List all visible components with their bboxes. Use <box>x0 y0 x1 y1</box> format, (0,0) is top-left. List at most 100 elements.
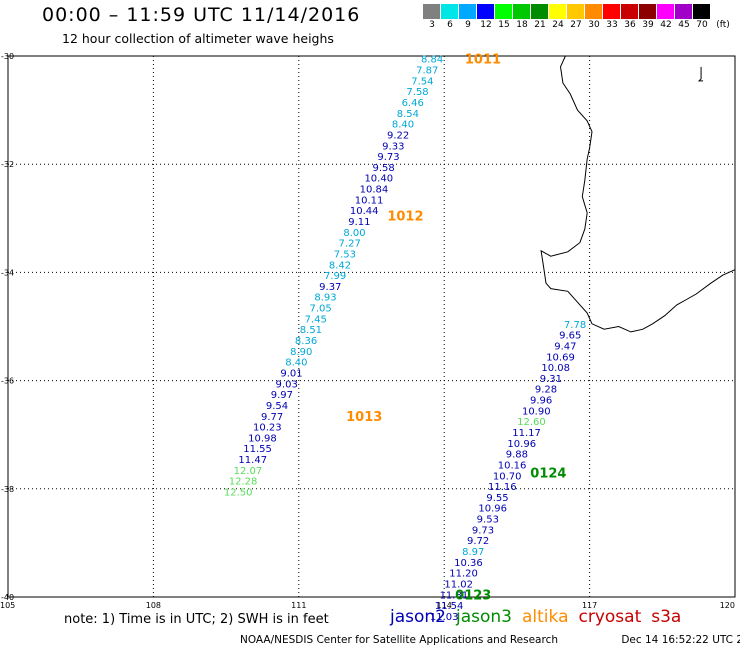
footer: NOAA/NESDIS Center for Satellite Applica… <box>240 634 740 646</box>
wave-height-label: 11.20 <box>449 569 478 580</box>
wave-height-label: 9.72 <box>467 536 489 547</box>
wave-height-label: 6.46 <box>402 98 424 109</box>
wave-height-label: 9.03 <box>276 379 298 390</box>
wave-height-label: 10.90 <box>522 406 551 417</box>
footer-credit: NOAA/NESDIS Center for Satellite Applica… <box>240 634 558 646</box>
legend-label: 15 <box>498 20 510 30</box>
legend-swatch <box>567 4 585 19</box>
wave-height-label: 7.99 <box>324 271 346 282</box>
satellite-legend-item: jason3 <box>456 607 512 627</box>
wave-height-label: 8.54 <box>397 109 419 120</box>
island-mark <box>697 66 704 82</box>
wave-height-label: 11.17 <box>512 428 541 439</box>
lon-tick-label: 111 <box>291 601 306 610</box>
wave-height-label: 9.37 <box>319 282 341 293</box>
map-frame <box>7 55 736 598</box>
legend-swatch <box>441 4 459 19</box>
lon-tick-label: 105 <box>0 601 15 610</box>
wave-height-label: 10.96 <box>478 504 507 515</box>
lat-tick-label: -32 <box>1 160 14 169</box>
wave-height-label: 12.28 <box>229 477 258 488</box>
wave-height-label: 12.50 <box>224 488 253 499</box>
wave-height-label: 9.55 <box>486 493 508 504</box>
wave-height-label: 10.96 <box>507 439 536 450</box>
legend-swatch <box>531 4 549 19</box>
legend-label: 27 <box>570 20 582 30</box>
legend-swatch <box>513 4 531 19</box>
note-text: note: 1) Time is in UTC; 2) SWH is in fe… <box>64 612 329 627</box>
wave-height-label: 9.97 <box>271 390 293 401</box>
legend-labels: 3 6 9 12 15 18 21 24 27 30 33 36 39 42 45 70 (ft) <box>423 19 735 31</box>
wave-height-label: 10.11 <box>355 195 384 206</box>
legend-label: 45 <box>678 20 690 30</box>
pass-time-label: 1012 <box>387 210 423 225</box>
wave-height-label: 7.78 <box>564 320 586 331</box>
wave-height-label: 11.55 <box>243 444 272 455</box>
satellite-legend: jason2 jason3 altika cryosat s3a <box>390 607 691 627</box>
wave-height-label: 10.08 <box>541 363 570 374</box>
lat-tick-label: -30 <box>1 52 14 61</box>
wave-height-label: 10.69 <box>546 352 575 363</box>
wave-height-label: 8.97 <box>462 547 484 558</box>
wave-height-label: 10.84 <box>360 185 389 196</box>
lon-tick-label: 114 <box>437 601 452 610</box>
coastline <box>540 55 736 333</box>
wave-height-label: 11.47 <box>238 455 267 466</box>
wave-height-label: 8.90 <box>290 347 312 358</box>
lon-tick-label: 117 <box>582 601 597 610</box>
legend-swatch <box>603 4 621 19</box>
legend-unit: (ft) <box>716 20 730 30</box>
legend-label: 24 <box>552 20 564 30</box>
legend-label: 70 <box>696 20 708 30</box>
pass-time-label: 1013 <box>346 410 382 425</box>
legend-swatch <box>585 4 603 19</box>
legend-label: 39 <box>642 20 654 30</box>
wave-height-label: 12.07 <box>234 466 263 477</box>
wave-height-label: 11.16 <box>488 482 517 493</box>
legend-swatch <box>657 4 675 19</box>
wave-height-label: 8.93 <box>314 293 336 304</box>
wave-height-label: 10.98 <box>248 433 277 444</box>
wave-height-label: 9.58 <box>372 163 394 174</box>
wave-height-label: 8.40 <box>285 358 307 369</box>
legend-label: 9 <box>465 20 471 30</box>
legend-swatch <box>423 4 441 19</box>
legend-label: 21 <box>534 20 546 30</box>
wave-height-label: 7.45 <box>305 314 327 325</box>
legend-swatch <box>549 4 567 19</box>
wave-height-label: 10.23 <box>253 423 282 434</box>
page-subtitle: 12 hour collection of altimeter wave hei… <box>62 31 334 46</box>
wave-height-label: 11.81 <box>440 590 469 601</box>
legend-swatch <box>495 4 513 19</box>
wave-height-label: 9.47 <box>554 341 576 352</box>
wave-height-label: 7.53 <box>334 249 356 260</box>
wave-height-label: 7.27 <box>339 239 361 250</box>
wave-height-label: 10.16 <box>498 460 527 471</box>
wave-height-label: 9.73 <box>377 152 399 163</box>
wave-height-label: 9.01 <box>280 368 302 379</box>
legend-label: 42 <box>660 20 672 30</box>
lat-tick-label: -34 <box>1 268 14 277</box>
wave-height-label: 9.11 <box>348 217 370 228</box>
wave-height-label: 9.65 <box>559 331 581 342</box>
wave-height-label: 10.36 <box>454 558 483 569</box>
wave-height-label: 8.00 <box>343 228 365 239</box>
satellite-legend-item: altika <box>522 607 569 627</box>
pass-time-label: 0124 <box>530 467 566 482</box>
satellite-legend-item: jason2 <box>390 607 446 627</box>
color-legend: 3 6 9 12 15 18 21 24 27 30 33 36 39 42 45 70 (ft) <box>423 4 735 31</box>
wave-height-label: 9.53 <box>477 515 499 526</box>
page-title: 00:00 – 11:59 UTC 11/14/2016 <box>42 4 361 26</box>
legend-label: 30 <box>588 20 600 30</box>
wave-height-label: 9.77 <box>261 412 283 423</box>
satellite-legend-item: s3a <box>651 607 682 627</box>
wave-height-label: 8.36 <box>295 336 317 347</box>
lon-tick-label: 108 <box>146 601 161 610</box>
wave-height-label: 9.33 <box>382 141 404 152</box>
legend-label: 3 <box>429 20 435 30</box>
wave-height-label: 7.87 <box>416 66 438 77</box>
wave-height-label: 10.44 <box>350 206 379 217</box>
wave-height-label: 8.40 <box>392 120 414 131</box>
lat-tick-label: -38 <box>1 485 14 494</box>
